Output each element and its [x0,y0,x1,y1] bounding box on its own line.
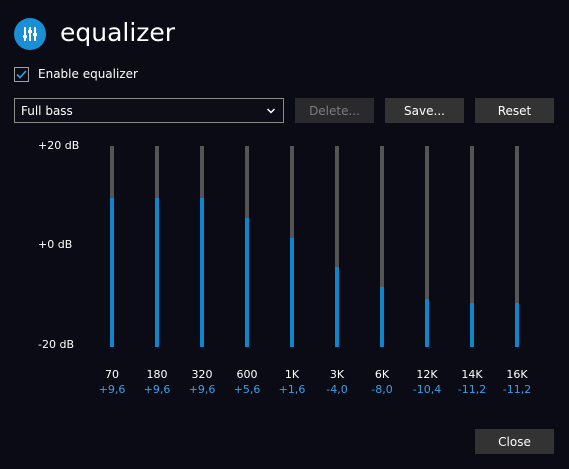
band-frequency-label: 70 [105,368,119,381]
enable-equalizer-toggle[interactable]: Enable equalizer [14,64,138,84]
reset-button[interactable]: Reset [475,98,554,123]
enable-equalizer-checkbox[interactable] [14,66,29,82]
delete-preset-button[interactable]: Delete... [295,98,374,123]
band-frequency-label: 6K [374,368,390,381]
band-slider-fill [200,198,204,347]
band-slider-fill [425,298,429,347]
band-gain-value: +1,6 [278,383,306,396]
band-gain-value: +9,6 [98,383,126,396]
band-3k: 3K -4,0 [317,146,357,398]
band-slider[interactable] [290,146,294,347]
band-320: 320 +9,6 [182,146,222,398]
preset-dropdown[interactable]: Full bass [14,98,284,123]
band-slider[interactable] [470,146,474,347]
scale-top-label: +20 dB [38,139,80,152]
band-gain-value: -10,4 [412,383,442,396]
band-slider[interactable] [155,146,159,347]
band-slider[interactable] [245,146,249,347]
band-16k: 16K -11,2 [497,146,537,398]
band-frequency-label: 14K [461,368,483,381]
page-title: equalizer [60,18,176,47]
band-frequency-label: 16K [506,368,528,381]
band-gain-value: +5,6 [233,383,261,396]
band-6k: 6K -8,0 [362,146,402,398]
equalizer-sliders-icon [23,27,37,41]
band-180: 180 +9,6 [137,146,177,398]
scale-bottom-label: -20 dB [38,338,74,351]
band-gain-value: +9,6 [143,383,171,396]
band-slider[interactable] [110,146,114,347]
band-14k: 14K -11,2 [452,146,492,398]
equalizer-app-icon [14,18,46,50]
band-slider-fill [290,238,294,347]
band-slider-fill [110,198,114,347]
band-slider-fill [245,218,249,347]
chevron-down-icon [265,105,277,117]
band-slider[interactable] [200,146,204,347]
band-600: 600 +5,6 [227,146,267,398]
close-button[interactable]: Close [475,429,554,454]
band-frequency-label: 320 [191,368,213,381]
band-frequency-label: 1K [284,368,300,381]
band-slider[interactable] [335,146,339,347]
band-frequency-label: 180 [146,368,168,381]
band-slider-fill [155,198,159,347]
band-frequency-label: 12K [416,368,438,381]
band-frequency-label: 600 [236,368,258,381]
checkmark-icon [16,69,27,79]
band-1k: 1K +1,6 [272,146,312,398]
preset-selected-value: Full bass [21,103,73,118]
band-70: 70 +9,6 [92,146,132,398]
band-gain-value: -4,0 [326,383,348,396]
band-gain-value: -11,2 [457,383,487,396]
band-gain-value: +9,6 [188,383,216,396]
band-slider[interactable] [380,146,384,347]
band-slider-fill [335,266,339,347]
band-slider-fill [470,302,474,347]
band-slider[interactable] [425,146,429,347]
band-12k: 12K -10,4 [407,146,447,398]
scale-middle-label: +0 dB [38,238,73,251]
save-preset-button[interactable]: Save... [385,98,464,123]
band-gain-value: -11,2 [502,383,532,396]
band-gain-value: -8,0 [371,383,393,396]
band-slider-fill [515,302,519,347]
band-frequency-label: 3K [329,368,345,381]
enable-equalizer-label: Enable equalizer [38,67,138,81]
band-slider-fill [380,286,384,347]
band-slider[interactable] [515,146,519,347]
